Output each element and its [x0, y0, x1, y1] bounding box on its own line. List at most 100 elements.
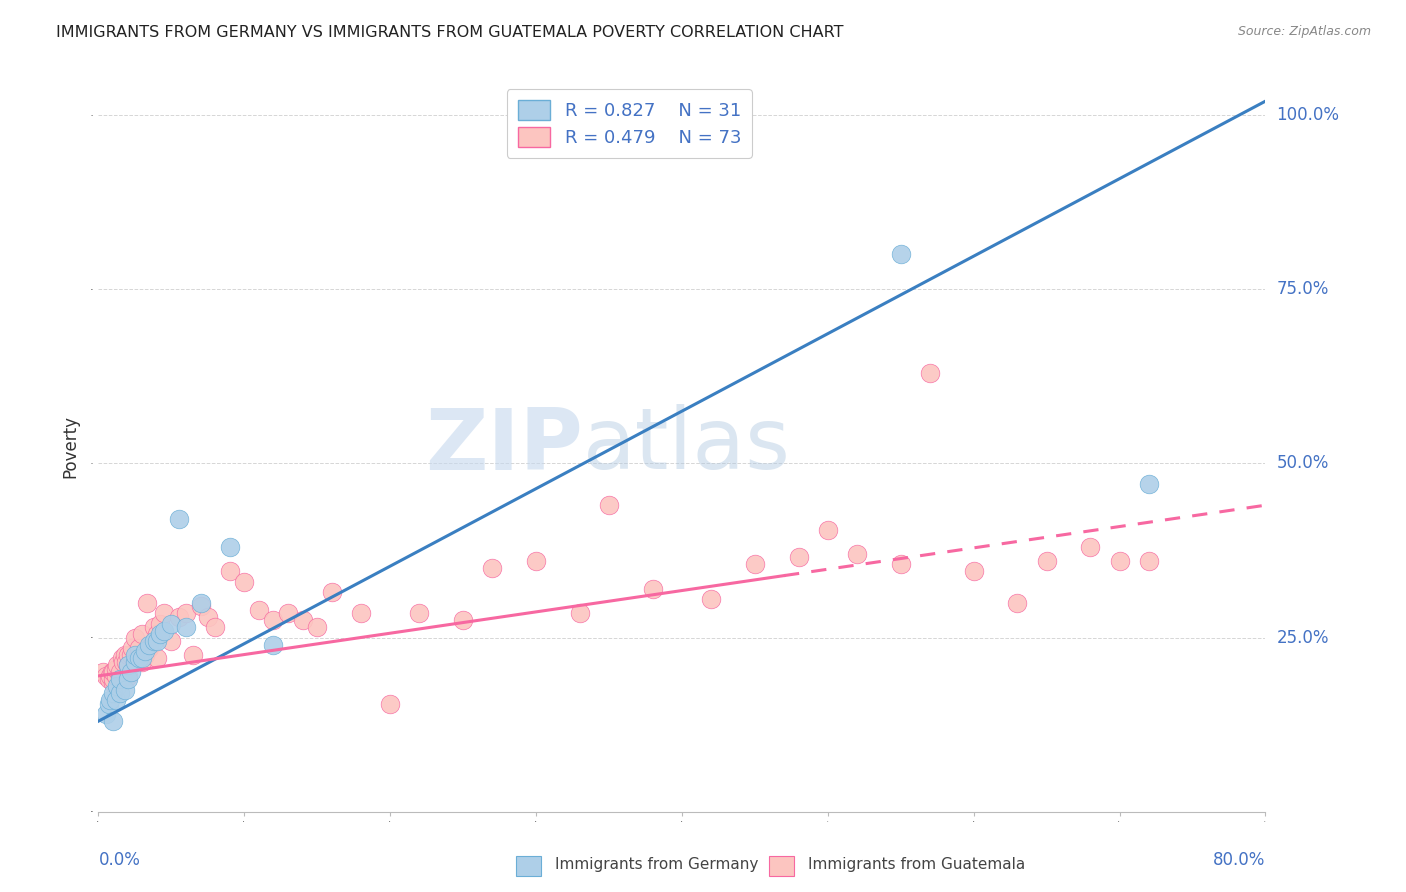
Point	[142, 634, 165, 648]
Point	[115, 655, 138, 669]
Point	[1080, 540, 1102, 554]
Point	[146, 634, 169, 648]
Point	[744, 558, 766, 572]
Point	[1137, 477, 1160, 491]
Text: ZIP: ZIP	[425, 404, 582, 488]
Point	[131, 655, 153, 669]
Point	[114, 682, 136, 697]
Point	[451, 613, 474, 627]
Point	[117, 669, 139, 683]
Point	[120, 665, 142, 680]
Point	[110, 686, 132, 700]
Point	[105, 658, 128, 673]
Point	[120, 648, 142, 662]
Point	[598, 498, 620, 512]
Point	[1137, 554, 1160, 568]
Text: 50.0%: 50.0%	[1277, 454, 1329, 473]
Point	[134, 648, 156, 662]
Point	[167, 609, 190, 624]
Point	[918, 366, 941, 380]
Point	[138, 640, 160, 655]
Point	[101, 714, 124, 728]
Text: 75.0%: 75.0%	[1277, 280, 1329, 298]
Point	[135, 596, 157, 610]
Point	[101, 676, 124, 690]
Point	[350, 606, 373, 620]
Point	[101, 673, 124, 687]
Point	[124, 655, 146, 669]
Point	[568, 606, 591, 620]
Point	[524, 554, 547, 568]
Point	[890, 247, 912, 261]
Point	[110, 673, 132, 687]
Point	[91, 665, 114, 680]
Point	[110, 669, 132, 683]
Point	[117, 658, 139, 673]
Point	[181, 648, 204, 662]
Point	[321, 585, 343, 599]
Point	[124, 648, 146, 662]
Text: Immigrants from Guatemala: Immigrants from Guatemala	[808, 857, 1026, 872]
Point	[142, 620, 165, 634]
Point	[114, 648, 136, 662]
Point	[98, 669, 121, 683]
Point	[817, 523, 839, 537]
Point	[146, 651, 169, 665]
Point	[291, 613, 314, 627]
Point	[98, 693, 121, 707]
Point	[104, 693, 127, 707]
Point	[124, 631, 146, 645]
Point	[117, 648, 139, 662]
Point	[153, 624, 176, 638]
Point	[1035, 554, 1057, 568]
Point	[94, 669, 117, 683]
Text: atlas: atlas	[582, 404, 790, 488]
Point	[262, 638, 284, 652]
Point	[890, 558, 912, 572]
Point	[160, 634, 183, 648]
Point	[277, 606, 299, 620]
Point	[117, 658, 139, 673]
Point	[149, 627, 172, 641]
Point	[174, 620, 197, 634]
Point	[190, 596, 212, 610]
Point	[131, 627, 153, 641]
Point	[408, 606, 430, 620]
Point	[128, 651, 150, 665]
Point	[104, 669, 127, 683]
Point	[128, 640, 150, 655]
Y-axis label: Poverty: Poverty	[62, 415, 79, 477]
Point	[110, 665, 132, 680]
Point	[174, 606, 197, 620]
Point	[167, 512, 190, 526]
Point	[160, 616, 183, 631]
Point	[1007, 596, 1029, 610]
Legend: R = 0.827    N = 31, R = 0.479    N = 73: R = 0.827 N = 31, R = 0.479 N = 73	[506, 89, 752, 158]
Point	[262, 613, 284, 627]
Text: 0.0%: 0.0%	[98, 851, 141, 869]
Point	[121, 640, 143, 655]
Text: Source: ZipAtlas.com: Source: ZipAtlas.com	[1237, 25, 1371, 38]
Text: 80.0%: 80.0%	[1213, 851, 1265, 869]
Point	[204, 620, 226, 634]
Text: 100.0%: 100.0%	[1277, 106, 1340, 124]
Point	[700, 592, 723, 607]
Point	[97, 697, 120, 711]
Point	[307, 620, 329, 634]
Point	[481, 561, 503, 575]
Point	[101, 686, 124, 700]
Point	[787, 550, 810, 565]
Point	[127, 651, 149, 665]
Point	[190, 599, 212, 614]
Point	[138, 638, 160, 652]
Point	[117, 673, 139, 687]
Point	[101, 665, 124, 680]
Text: 25.0%: 25.0%	[1277, 629, 1329, 647]
Point	[149, 616, 172, 631]
Point	[153, 606, 176, 620]
Point	[100, 665, 122, 680]
Point	[1108, 554, 1130, 568]
Point	[134, 644, 156, 658]
Point	[97, 673, 120, 687]
Point	[247, 603, 270, 617]
